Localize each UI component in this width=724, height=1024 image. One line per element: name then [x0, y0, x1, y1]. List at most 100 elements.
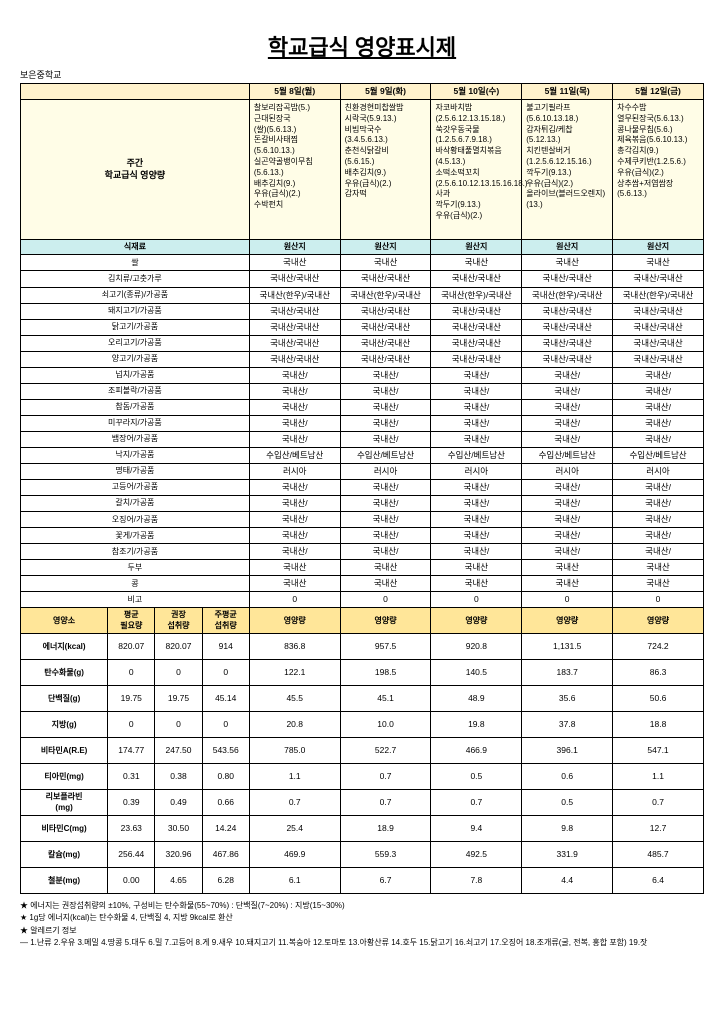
- nutrient-val-7-4: 12.7: [613, 816, 704, 842]
- nutrient-row-6: 리보플라빈(mg): [21, 790, 108, 816]
- nutrient-row-9: 철분(mg): [21, 868, 108, 894]
- footnote-0: ★ 에너지는 권장섭취량의 ±10%, 구성비는 탄수화물(55~70%) : …: [20, 900, 704, 911]
- ingredient-val-6-3: 국내산/국내산: [522, 351, 613, 367]
- menu-day-1: 친환경현미찹쌀밥시락국(5.9.13.)비빔막국수(3.4.5.6.13.)춘천…: [340, 100, 431, 240]
- ingredient-val-14-0: 국내산/: [249, 480, 340, 496]
- menu-day-0: 찰보리잡곡밥(5.)근대된장국(쌀)(5.6.13.)돈갈비사태찜(5.6.10…: [249, 100, 340, 240]
- ingredient-val-2-1: 국내산(한우)/국내산: [340, 287, 431, 303]
- nutrient-req-8-1: 320.96: [155, 842, 202, 868]
- ingredient-val-3-2: 국내산/국내산: [431, 303, 522, 319]
- ingredient-val-4-0: 국내산/국내산: [249, 319, 340, 335]
- nutrient-req-2-0: 19.75: [108, 686, 155, 712]
- ingredient-val-21-1: 0: [340, 592, 431, 608]
- footnote-1: ★ 1g당 에너지(kcal)는 탄수화물 4, 단백질 4, 지방 9kcal…: [20, 912, 704, 923]
- ingredient-row-20: 콩: [21, 576, 250, 592]
- ingredient-val-18-2: 국내산/: [431, 544, 522, 560]
- ingredient-val-13-1: 러시아: [340, 464, 431, 480]
- ingredient-val-4-1: 국내산/국내산: [340, 319, 431, 335]
- ingredient-val-9-1: 국내산/: [340, 399, 431, 415]
- ingredient-val-9-3: 국내산/: [522, 399, 613, 415]
- ingredient-val-4-4: 국내산/국내산: [613, 319, 704, 335]
- ingredient-val-19-2: 국내산: [431, 560, 522, 576]
- nutrient-val-3-4: 18.8: [613, 712, 704, 738]
- date-header-4: 5월 12일(금): [613, 84, 704, 100]
- nutrient-val-4-2: 466.9: [431, 738, 522, 764]
- ingredient-val-12-4: 수입산/베트남산: [613, 448, 704, 464]
- ingredient-val-8-1: 국내산/: [340, 383, 431, 399]
- ingredient-val-5-0: 국내산/국내산: [249, 335, 340, 351]
- ingredient-row-6: 양고기/가공품: [21, 351, 250, 367]
- ingredient-row-18: 참조기/가공품: [21, 544, 250, 560]
- ingredient-val-7-3: 국내산/: [522, 367, 613, 383]
- ingredient-val-2-4: 국내산(한우)/국내산: [613, 287, 704, 303]
- nutrient-req-2-1: 19.75: [155, 686, 202, 712]
- nutrient-val-2-4: 50.6: [613, 686, 704, 712]
- ingredient-val-20-4: 국내산: [613, 576, 704, 592]
- ingredient-val-15-2: 국내산/: [431, 496, 522, 512]
- nutrient-val-5-4: 1.1: [613, 764, 704, 790]
- ingredient-val-8-4: 국내산/: [613, 383, 704, 399]
- ingredient-val-17-3: 국내산/: [522, 528, 613, 544]
- nutrient-req-6-1: 0.49: [155, 790, 202, 816]
- nutrient-req-2-2: 45.14: [202, 686, 249, 712]
- footnote-2: ★ 알레르기 정보: [20, 925, 704, 936]
- ingredient-val-1-1: 국내산/국내산: [340, 271, 431, 287]
- ingredient-val-18-3: 국내산/: [522, 544, 613, 560]
- nutrient-req-6-2: 0.66: [202, 790, 249, 816]
- date-header-3: 5월 11일(목): [522, 84, 613, 100]
- nutrient-val-9-1: 6.7: [340, 868, 431, 894]
- ingredient-val-21-3: 0: [522, 592, 613, 608]
- week-header-blank: [21, 84, 250, 100]
- nutrient-row-8: 칼슘(mg): [21, 842, 108, 868]
- ingredient-val-12-2: 수입산/베트남산: [431, 448, 522, 464]
- ingredient-val-13-3: 러시아: [522, 464, 613, 480]
- nutrient-req-1-2: 0: [202, 660, 249, 686]
- nutrient-req-5-0: 0.31: [108, 764, 155, 790]
- ingredient-val-5-1: 국내산/국내산: [340, 335, 431, 351]
- nutrient-val-6-1: 0.7: [340, 790, 431, 816]
- ingredient-row-4: 닭고기/가공품: [21, 319, 250, 335]
- ingredient-val-16-0: 국내산/: [249, 512, 340, 528]
- ingredient-val-21-4: 0: [613, 592, 704, 608]
- ingredient-val-7-4: 국내산/: [613, 367, 704, 383]
- ingredient-val-11-3: 국내산/: [522, 431, 613, 447]
- ingredient-row-21: 비고: [21, 592, 250, 608]
- ingredient-row-12: 낙지/가공품: [21, 448, 250, 464]
- nutr-valhead-4: 영양량: [613, 608, 704, 634]
- date-header-2: 5월 10일(수): [431, 84, 522, 100]
- ingredient-val-7-2: 국내산/: [431, 367, 522, 383]
- ingredient-val-5-4: 국내산/국내산: [613, 335, 704, 351]
- ingredient-val-21-0: 0: [249, 592, 340, 608]
- nutrient-val-0-1: 957.5: [340, 634, 431, 660]
- nutrient-val-6-0: 0.7: [249, 790, 340, 816]
- nutr-valhead-0: 영양량: [249, 608, 340, 634]
- menu-day-4: 차수수밥열무된장국(5.6.13.)콩나물무침(5.6.)제육볶음(5.6.10…: [613, 100, 704, 240]
- ingredient-val-3-4: 국내산/국내산: [613, 303, 704, 319]
- nutrient-val-1-2: 140.5: [431, 660, 522, 686]
- nutrient-val-3-3: 37.8: [522, 712, 613, 738]
- ingredient-row-9: 참돔/가공품: [21, 399, 250, 415]
- ingredient-val-16-3: 국내산/: [522, 512, 613, 528]
- ingredient-val-16-2: 국내산/: [431, 512, 522, 528]
- nutrient-req-0-1: 820.07: [155, 634, 202, 660]
- ingredient-row-3: 돼지고기/가공품: [21, 303, 250, 319]
- nutrient-req-7-0: 23.63: [108, 816, 155, 842]
- nutrient-req-4-2: 543.56: [202, 738, 249, 764]
- nutrient-val-5-1: 0.7: [340, 764, 431, 790]
- nutrient-val-5-2: 0.5: [431, 764, 522, 790]
- nutrient-val-2-2: 48.9: [431, 686, 522, 712]
- ingredient-val-17-0: 국내산/: [249, 528, 340, 544]
- ingredient-row-5: 오리고기/가공품: [21, 335, 250, 351]
- nutrient-req-9-2: 6.28: [202, 868, 249, 894]
- ingredient-val-16-1: 국내산/: [340, 512, 431, 528]
- ingredient-row-11: 뱀장어/가공품: [21, 431, 250, 447]
- nutrient-val-7-0: 25.4: [249, 816, 340, 842]
- nutrient-req-9-0: 0.00: [108, 868, 155, 894]
- ingredient-val-19-4: 국내산: [613, 560, 704, 576]
- origin-header-0: 원산지: [249, 240, 340, 255]
- nutrient-req-3-2: 0: [202, 712, 249, 738]
- ingredient-row-8: 조피볼락/가공품: [21, 383, 250, 399]
- nutrient-val-8-0: 469.9: [249, 842, 340, 868]
- ingredient-val-4-2: 국내산/국내산: [431, 319, 522, 335]
- nutrient-val-9-4: 6.4: [613, 868, 704, 894]
